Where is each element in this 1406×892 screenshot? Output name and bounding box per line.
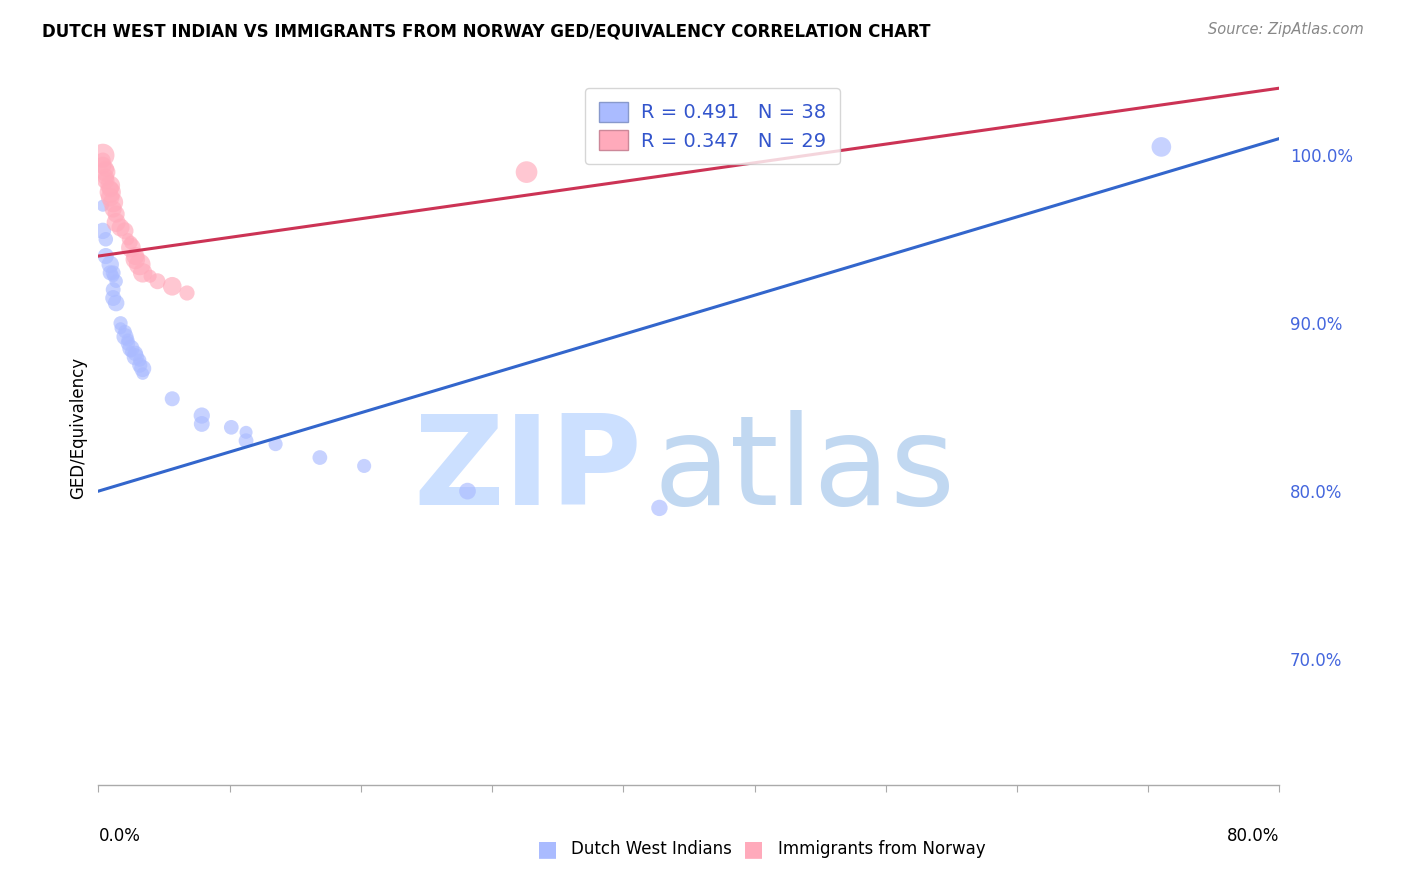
Point [98, 178, 121, 193]
Point [91, 153, 114, 168]
Point [94, 173, 117, 187]
Point [98, 182, 121, 196]
Point [103, 283, 125, 297]
Point [117, 232, 139, 246]
Point [110, 316, 132, 330]
Point [1150, 140, 1173, 154]
Point [114, 325, 136, 339]
Point [120, 235, 142, 250]
Point [139, 269, 162, 284]
Point [98, 190, 121, 204]
Point [94, 170, 117, 185]
Point [98, 186, 121, 200]
Point [235, 434, 257, 448]
Point [91, 148, 114, 162]
Point [94, 232, 117, 246]
Point [117, 336, 139, 351]
Point [94, 161, 117, 176]
Point [114, 224, 136, 238]
Point [176, 285, 198, 300]
Point [128, 358, 150, 372]
Point [191, 409, 214, 423]
Point [120, 344, 142, 359]
Point [103, 291, 125, 305]
Text: Dutch West Indians: Dutch West Indians [571, 840, 731, 858]
Point [264, 437, 287, 451]
Point [105, 215, 128, 229]
Legend: R = 0.491   N = 38, R = 0.347   N = 29: R = 0.491 N = 38, R = 0.347 N = 29 [585, 88, 841, 164]
Point [91, 224, 114, 238]
Point [162, 392, 183, 406]
Point [162, 279, 183, 293]
Point [128, 353, 150, 368]
Point [128, 257, 150, 271]
Point [105, 207, 128, 221]
Point [235, 425, 257, 440]
Point [103, 269, 125, 284]
Point [146, 274, 169, 288]
Point [456, 484, 478, 499]
Point [353, 458, 375, 473]
Y-axis label: GED/Equivalency: GED/Equivalency [69, 357, 87, 500]
Point [124, 249, 146, 263]
Point [103, 202, 125, 216]
Point [120, 342, 142, 356]
Text: atlas: atlas [654, 410, 956, 532]
Text: ZIP: ZIP [413, 410, 641, 532]
Point [94, 165, 117, 179]
Point [191, 417, 214, 431]
Point [515, 165, 537, 179]
Point [105, 274, 128, 288]
Text: Source: ZipAtlas.com: Source: ZipAtlas.com [1208, 22, 1364, 37]
Point [219, 420, 242, 434]
Text: ■: ■ [537, 839, 558, 859]
Point [110, 321, 132, 335]
Point [132, 367, 155, 381]
Point [105, 296, 128, 310]
Point [132, 266, 155, 280]
Point [103, 266, 125, 280]
Text: 80.0%: 80.0% [1227, 827, 1279, 845]
Point [94, 249, 117, 263]
Point [103, 195, 125, 210]
Point [98, 266, 121, 280]
Point [114, 329, 136, 343]
Point [648, 500, 671, 515]
Point [124, 346, 146, 360]
Text: Immigrants from Norway: Immigrants from Norway [778, 840, 986, 858]
Point [309, 450, 332, 465]
Point [91, 158, 114, 172]
Point [120, 241, 142, 255]
Point [117, 333, 139, 347]
Point [132, 361, 155, 376]
Text: ■: ■ [744, 839, 765, 859]
Point [91, 199, 114, 213]
Point [124, 252, 146, 267]
Text: 0.0%: 0.0% [98, 827, 141, 845]
Point [110, 220, 132, 235]
Text: DUTCH WEST INDIAN VS IMMIGRANTS FROM NORWAY GED/EQUIVALENCY CORRELATION CHART: DUTCH WEST INDIAN VS IMMIGRANTS FROM NOR… [42, 22, 931, 40]
Point [124, 350, 146, 364]
Point [98, 257, 121, 271]
